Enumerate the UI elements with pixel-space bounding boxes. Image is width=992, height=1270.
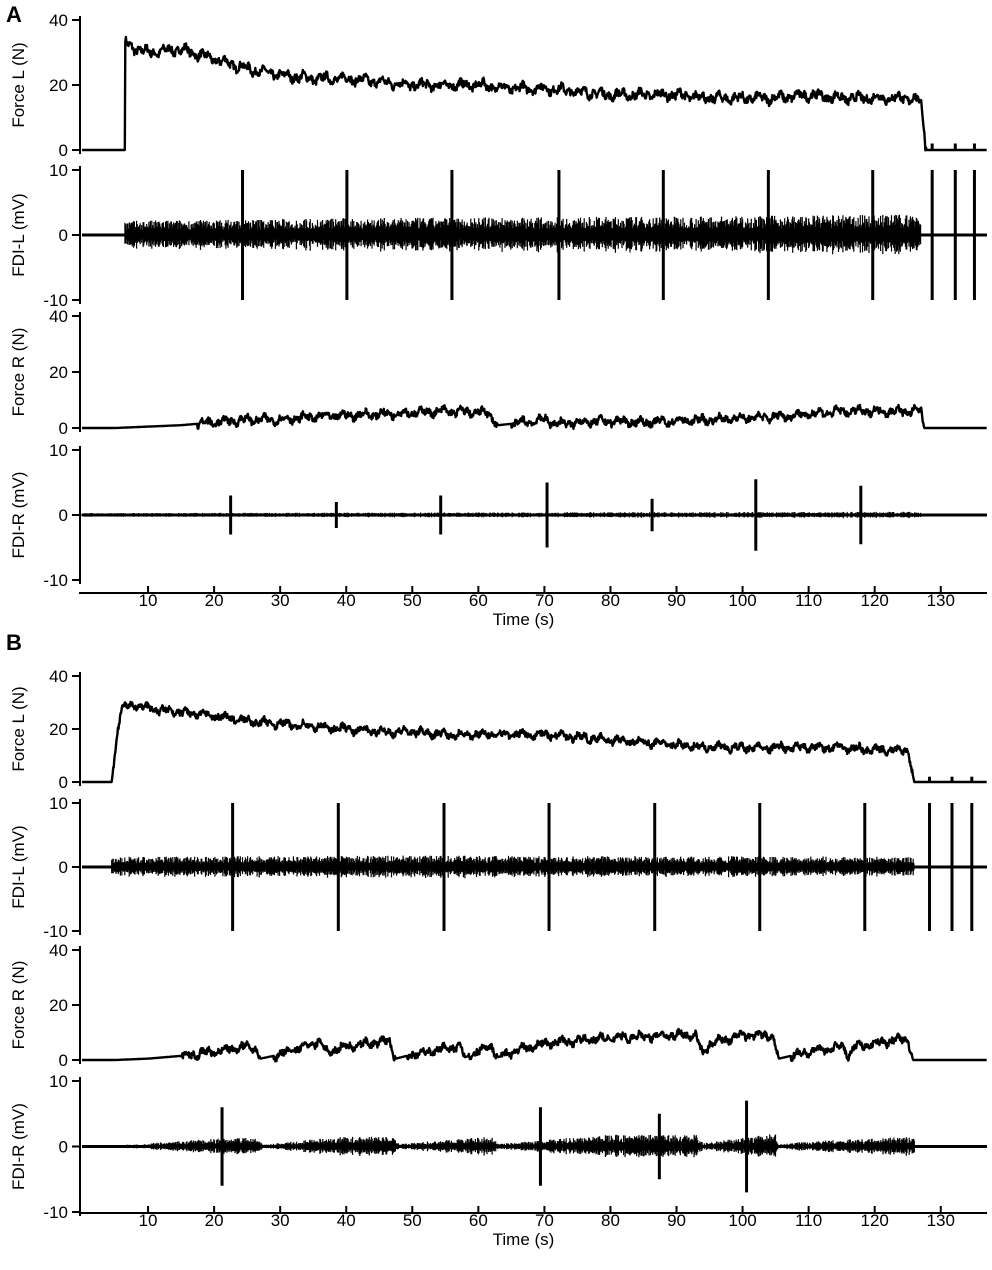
- panel-a-x-tick-label: 70: [535, 591, 554, 610]
- panel-a-subplot-2-y-tick-label: -10: [43, 291, 68, 310]
- panel-b-subplot-1-y-axis-title: Force L (N): [9, 686, 28, 771]
- panel-b-x-tick-label: 70: [535, 1211, 554, 1230]
- panel-a-x-tick-label: 90: [667, 591, 686, 610]
- panel-b-x-tick-label: 80: [601, 1211, 620, 1230]
- panel-b-x-tick-label: 50: [403, 1211, 422, 1230]
- panel-a-x-tick-label: 60: [469, 591, 488, 610]
- panel-a-subplot-3-y-tick-label: 0: [59, 419, 68, 438]
- panel-b-x-tick-label: 20: [205, 1211, 224, 1230]
- panel-label-b: B: [6, 630, 22, 655]
- panel-a-x-axis-title: Time (s): [493, 610, 555, 629]
- panel-b-x-tick-label: 60: [469, 1211, 488, 1230]
- panel-a-subplot-1-force-line: [81, 35, 988, 152]
- panel-a-x-tick-label: 50: [403, 591, 422, 610]
- panel-b-subplot-2-y-tick-label: -10: [43, 922, 68, 941]
- panel-b-x-tick-label: 30: [271, 1211, 290, 1230]
- panel-a-x-tick-label: 40: [337, 591, 356, 610]
- panel-a-subplot-4-y-tick-label: 0: [59, 506, 68, 525]
- panel-a-subplot-3-y-axis-title: Force R (N): [9, 328, 28, 417]
- panel-b-subplot-4-y-tick-label: 10: [49, 1072, 68, 1091]
- panel-b-subplot-3-force-line: [81, 1027, 988, 1063]
- panel-a-subplot-4-emg-burst: [81, 511, 922, 519]
- panel-a-subplot-2-y-tick-label: 0: [59, 226, 68, 245]
- panel-a-x-tick-label: 80: [601, 591, 620, 610]
- panel-b-subplot-2-y-tick-label: 10: [49, 794, 68, 813]
- panel-a-subplot-4-y-tick-label: 10: [49, 441, 68, 460]
- panel-a-subplot-2-y-tick-label: 10: [49, 161, 68, 180]
- panel-a-subplot-2-emg-burst: [124, 214, 922, 255]
- panel-a-x-tick-label: 30: [271, 591, 290, 610]
- panel-a-subplot-1-y-axis-title: Force L (N): [9, 42, 28, 127]
- panel-a-x-tick-label: 10: [139, 591, 158, 610]
- panel-b-subplot-1-y-tick-label: 20: [49, 720, 68, 739]
- panel-b-subplot-2-emg-burst: [111, 855, 915, 879]
- panel-b-x-tick-label: 40: [337, 1211, 356, 1230]
- panel-b-subplot-3-y-tick-label: 20: [49, 996, 68, 1015]
- panel-b-subplot-2-y-axis-title: FDI-L (mV): [9, 825, 28, 908]
- panel-b-x-tick-label: 120: [861, 1211, 889, 1230]
- panel-b-x-tick-label: 110: [795, 1211, 822, 1230]
- panel-a-subplot-1-y-tick-label: 40: [49, 11, 68, 30]
- panel-a-x-tick-label: 20: [205, 591, 224, 610]
- panel-a-subplot-3-force-line: [81, 403, 988, 430]
- panel-a-subplot-3-y-tick-label: 20: [49, 363, 68, 382]
- panel-b-subplot-1-y-tick-label: 40: [49, 667, 68, 686]
- panel-a-subplot-2-y-axis-title: FDI-L (mV): [9, 193, 28, 276]
- panel-a-x-tick-label: 110: [795, 591, 822, 610]
- panel-b-x-tick-label: 90: [667, 1211, 686, 1230]
- panel-b-subplot-1-force-line: [81, 700, 988, 784]
- panel-b-x-tick-label: 100: [728, 1211, 756, 1230]
- panel-b-subplot-1-y-tick-label: 0: [59, 773, 68, 792]
- panel-b-subplot-4-y-tick-label: -10: [43, 1203, 68, 1222]
- panel-b-subplot-2-y-tick-label: 0: [59, 858, 68, 877]
- panel-a-x-tick-label: 120: [861, 591, 889, 610]
- panel-b-x-axis-title: Time (s): [493, 1230, 555, 1249]
- panel-a-subplot-4-y-axis-title: FDI-R (mV): [9, 472, 28, 559]
- panel-b-x-tick-label: 130: [927, 1211, 955, 1230]
- panel-b-subplot-4-y-axis-title: FDI-R (mV): [9, 1103, 28, 1190]
- panel-b-subplot-3-y-tick-label: 40: [49, 941, 68, 960]
- panel-b-subplot-4-y-tick-label: 0: [59, 1138, 68, 1157]
- panel-a-subplot-3-y-tick-label: 40: [49, 307, 68, 326]
- panel-a-subplot-4-y-tick-label: -10: [43, 571, 68, 590]
- panel-a-subplot-1-y-tick-label: 20: [49, 76, 68, 95]
- panel-a-x-tick-label: 100: [728, 591, 756, 610]
- panel-b-x-tick-label: 10: [139, 1211, 158, 1230]
- panel-b-subplot-4-emg-burst: [107, 1134, 915, 1158]
- panel-label-a: A: [6, 2, 22, 27]
- panel-a-x-tick-label: 130: [927, 591, 955, 610]
- panel-b-subplot-3-y-tick-label: 0: [59, 1051, 68, 1070]
- panel-b-subplot-3-y-axis-title: Force R (N): [9, 961, 28, 1050]
- panel-a-subplot-1-y-tick-label: 0: [59, 141, 68, 160]
